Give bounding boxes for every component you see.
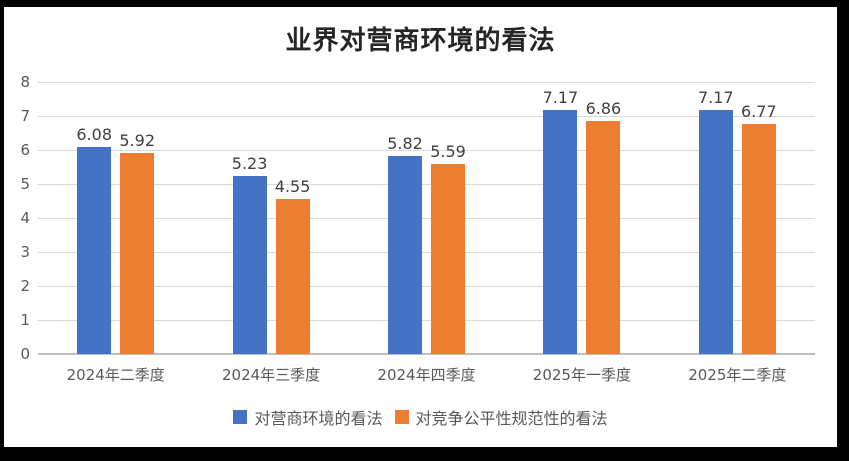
- legend-swatch-orange: [394, 410, 409, 424]
- x-tick-label-3: 2024年四季度: [377, 366, 476, 384]
- legend-swatch-blue: [233, 410, 248, 424]
- plot-area: 6.08 5.92 5.23 4.55 5.82 5.59 7.17 6.86 7.17 6.77: [38, 82, 815, 355]
- data-label-series2-cat3: 5.59: [430, 141, 466, 161]
- bar-series1-cat3: [388, 156, 422, 354]
- y-tick-label-4: 4: [20, 209, 30, 227]
- bar-series2-cat4: [586, 120, 621, 354]
- bar-series1-cat4: [543, 110, 578, 354]
- y-tick-label-5: 5: [20, 175, 30, 193]
- data-label-series2-cat1: 5.92: [119, 130, 155, 150]
- gridline-6: [38, 150, 815, 151]
- bar-series1-cat2: [232, 176, 267, 354]
- data-label-series1-cat1: 6.08: [76, 125, 112, 145]
- y-tick-label-1: 1: [20, 311, 30, 329]
- chart-title: 业界对营商环境的看法: [285, 26, 556, 56]
- legend-label-series1: 对营商环境的看法: [254, 409, 383, 428]
- gridline-4: [38, 218, 815, 219]
- legend-label-series2: 对竞争公平性规范性的看法: [415, 409, 608, 428]
- bar-series2-cat3: [431, 163, 465, 354]
- x-axis-line: [38, 353, 815, 355]
- gridline-8: [38, 82, 815, 83]
- bar-series1-cat5: [698, 110, 733, 354]
- legend-item-series2: 对竞争公平性规范性的看法: [394, 405, 608, 429]
- data-label-series1-cat3: 5.82: [387, 134, 423, 154]
- gridline-3: [38, 252, 815, 253]
- gridline-7: [38, 116, 815, 117]
- data-label-series1-cat5: 7.17: [697, 88, 734, 108]
- data-label-series2-cat5: 6.77: [740, 101, 777, 121]
- bar-series2-cat2: [275, 199, 310, 354]
- legend-item-series1: 对营商环境的看法: [233, 405, 383, 429]
- x-tick-label-5: 2025年二季度: [688, 366, 787, 384]
- y-tick-label-8: 8: [20, 73, 30, 91]
- y-tick-label-2: 2: [20, 277, 30, 295]
- x-tick-label-4: 2025年一季度: [532, 366, 631, 384]
- data-label-series1-cat4: 7.17: [542, 88, 579, 108]
- x-tick-label-1: 2024年二季度: [66, 366, 165, 384]
- chart-canvas: 业界对营商环境的看法 6.08 5.92 5.23 4.55 5.82 5.59 7.17 6…: [4, 7, 837, 447]
- gridline-1: [38, 320, 815, 321]
- y-tick-label-0: 0: [20, 345, 30, 363]
- data-label-series2-cat4: 6.86: [585, 98, 622, 118]
- bar-series2-cat5: [741, 123, 776, 354]
- y-tick-label-3: 3: [20, 243, 30, 261]
- bar-series1-cat1: [77, 147, 112, 354]
- y-tick-label-7: 7: [20, 107, 30, 125]
- data-label-series2-cat2: 4.55: [274, 177, 311, 197]
- data-label-series1-cat2: 5.23: [231, 154, 268, 174]
- legend: 对营商环境的看法 对竞争公平性规范性的看法: [4, 405, 837, 429]
- y-tick-label-6: 6: [20, 141, 30, 159]
- bar-series2-cat1: [120, 152, 155, 354]
- gridline-5: [38, 184, 815, 185]
- x-tick-label-2: 2024年三季度: [222, 366, 321, 384]
- gridline-2: [38, 286, 815, 287]
